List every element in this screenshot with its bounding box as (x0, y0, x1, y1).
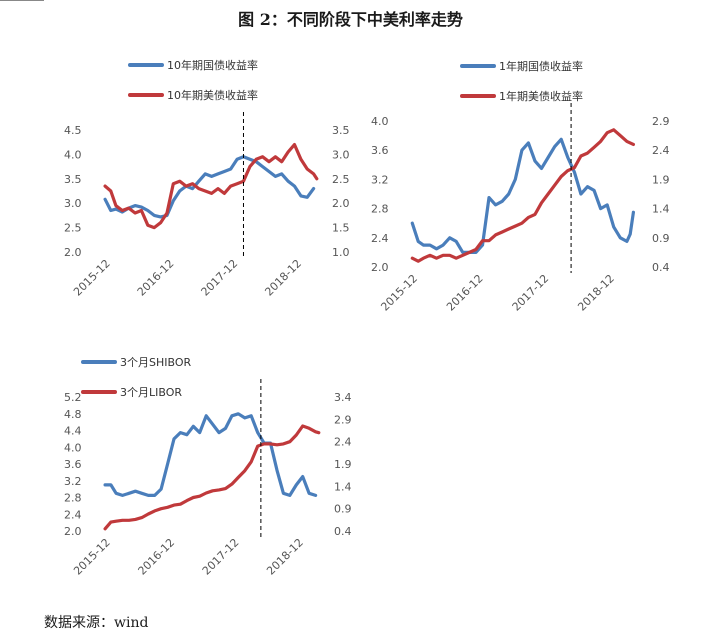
y-right-tick-label: 1.5 (332, 222, 350, 235)
y-left-tick-label: 4.8 (64, 408, 82, 421)
y-left-tick-label: 2.5 (64, 222, 82, 235)
y-right-tick-label: 2.5 (332, 173, 350, 186)
y-left-tick-label: 2.8 (64, 492, 82, 505)
x-tick-label: 2017-12 (200, 536, 242, 578)
y-left-tick-label: 3.5 (64, 173, 82, 186)
y-right-tick-label: 2.9 (334, 413, 352, 426)
chart-10y-bond-yields: 10年期国债收益率 10年期美债收益率 2.0 2.5 3.0 3.5 4.0 4.5 1.0 1… (64, 58, 350, 299)
x-tick-label: 2015-12 (71, 257, 113, 299)
y-right-tick-label: 1.0 (332, 246, 350, 259)
y-right-tick-label: 0.9 (652, 232, 670, 245)
y-left-tick-label: 3.2 (371, 173, 389, 186)
y-left-tick-label: 2.4 (64, 508, 82, 521)
y-right-tick-label: 0.4 (334, 525, 352, 538)
series-line (103, 412, 318, 497)
x-tick-label: 2017-12 (510, 272, 552, 314)
y-right-tick-label: 1.9 (334, 458, 352, 471)
y-right-tick-label: 3.0 (332, 148, 350, 161)
y-left-tick-label: 4.5 (64, 124, 82, 137)
chart-1y-bond-yields: 1年期国债收益率 1年期美债收益率 2.0 2.4 2.8 3.2 3.6 4.0 0.4 0.9… (371, 59, 670, 314)
x-tick-label: 2015-12 (378, 272, 420, 314)
x-tick-label: 2016-12 (135, 257, 177, 299)
y-left-tick-label: 3.0 (64, 197, 82, 210)
y-left-tick-label: 3.6 (371, 144, 389, 157)
y-left-tick-label: 4.0 (64, 148, 82, 161)
y-right-tick-label: 0.4 (652, 261, 670, 274)
figure-title: 图 2：不同阶段下中美利率走势 (238, 10, 463, 29)
legend-label: 10年期美债收益率 (167, 88, 258, 102)
legend-label: 3个月LIBOR (120, 386, 182, 399)
x-tick-label: 2017-12 (199, 257, 241, 299)
legend-label: 10年期国债收益率 (167, 58, 258, 72)
y-right-tick-label: 1.4 (334, 480, 352, 493)
x-tick-label: 2018-12 (575, 272, 617, 314)
y-right-tick-label: 2.9 (652, 115, 670, 128)
y-left-tick-label: 5.2 (64, 391, 82, 404)
series-line (103, 424, 321, 531)
y-right-tick-label: 0.9 (334, 503, 352, 516)
y-left-tick-label: 2.0 (64, 246, 82, 259)
x-tick-label: 2018-12 (264, 536, 306, 578)
y-left-tick-label: 2.8 (371, 203, 389, 216)
series-line (410, 128, 635, 263)
y-left-tick-label: 3.2 (64, 475, 82, 488)
y-left-tick-label: 2.0 (64, 525, 82, 538)
series-line (410, 137, 635, 254)
x-tick-label: 2015-12 (71, 536, 113, 578)
y-left-tick-label: 4.0 (371, 115, 389, 128)
y-left-tick-label: 4.4 (64, 425, 82, 438)
source-note: 数据来源：wind (44, 615, 149, 631)
y-left-tick-label: 4.0 (64, 441, 82, 454)
y-left-tick-label: 2.4 (371, 232, 389, 245)
y-right-tick-label: 3.5 (332, 124, 350, 137)
x-tick-label: 2018-12 (262, 257, 304, 299)
y-right-tick-label: 3.4 (334, 391, 352, 404)
y-right-tick-label: 2.4 (652, 144, 670, 157)
y-right-tick-label: 1.4 (652, 203, 670, 216)
chart-3m-interbank-rates: 3个月SHIBOR 3个月LIBOR 2.0 2.4 2.8 3.2 3.6 4.0 4.4 4.… (64, 356, 352, 578)
x-tick-label: 2016-12 (136, 536, 178, 578)
series-line (103, 155, 316, 219)
legend-label: 1年期美债收益率 (499, 89, 583, 103)
series-line (103, 142, 319, 230)
x-tick-label: 2016-12 (444, 272, 486, 314)
y-right-tick-label: 1.9 (652, 173, 670, 186)
y-right-tick-label: 2.0 (332, 197, 350, 210)
y-left-tick-label: 2.0 (371, 261, 389, 274)
y-right-tick-label: 2.4 (334, 436, 352, 449)
y-left-tick-label: 3.6 (64, 458, 82, 471)
legend-label: 1年期国债收益率 (499, 59, 583, 73)
legend-label: 3个月SHIBOR (120, 356, 192, 369)
top-rule (0, 0, 44, 1)
